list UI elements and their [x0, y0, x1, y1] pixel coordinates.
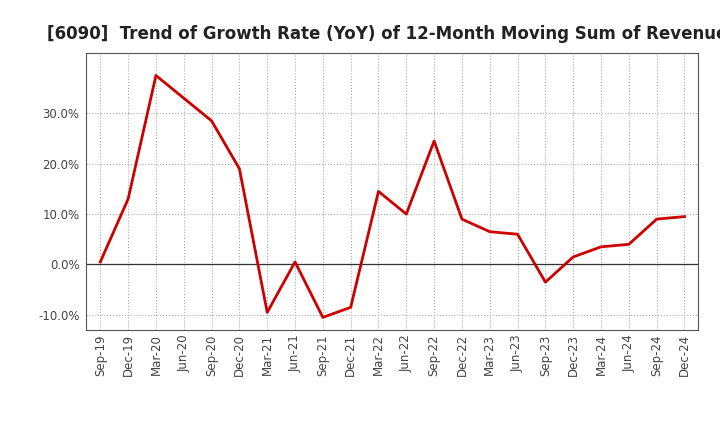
Title: [6090]  Trend of Growth Rate (YoY) of 12-Month Moving Sum of Revenues: [6090] Trend of Growth Rate (YoY) of 12-…: [48, 25, 720, 43]
